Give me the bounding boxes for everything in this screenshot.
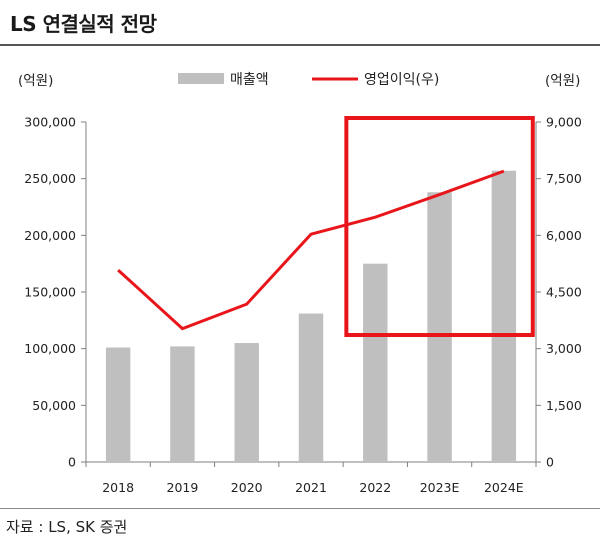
highlight-box — [344, 116, 535, 337]
legend: 매출액 영업이익(우) — [178, 72, 439, 88]
x-tick-label: 2019 — [167, 480, 199, 495]
right-tick-label: 6,000 — [546, 228, 582, 243]
footer-divider — [0, 508, 600, 509]
left-tick-label: 250,000 — [24, 171, 76, 186]
chart-title: LS 연결실적 전망 — [10, 12, 157, 36]
source-note: 자료 : LS, SK 증권 — [6, 518, 128, 536]
right-tick-label: 1,500 — [546, 398, 582, 413]
bar-revenue-2023E — [427, 192, 452, 462]
bar-revenue-2019 — [170, 346, 195, 462]
left-tick-label: 0 — [68, 455, 76, 470]
x-tick-label: 2021 — [295, 480, 327, 495]
right-tick-label: 9,000 — [546, 115, 582, 130]
title-divider — [0, 44, 600, 46]
x-tick-label: 2022 — [359, 480, 391, 495]
right-axis-unit: (억원) — [545, 73, 580, 89]
legend-swatch-bar — [178, 73, 224, 84]
bar-revenue-2022 — [363, 263, 388, 462]
x-tick-label: 2020 — [231, 480, 263, 495]
left-tick-label: 200,000 — [24, 228, 76, 243]
x-tick-label: 2018 — [102, 480, 134, 495]
legend-label-bar: 매출액 — [230, 72, 269, 88]
right-tick-label: 3,000 — [546, 341, 582, 356]
right-tick-label: 0 — [546, 455, 554, 470]
bar-revenue-2021 — [298, 313, 324, 462]
left-axis-unit: (억원) — [18, 73, 53, 89]
combo-chart: (억원) (억원) 매출액 영업이익(우) 300,000 9,000 250,00… — [18, 72, 582, 495]
right-tick-label: 7,500 — [546, 171, 582, 186]
left-tick-label: 150,000 — [24, 285, 76, 300]
bar-revenue-2018 — [105, 347, 131, 462]
bar-revenue-2024E — [491, 170, 517, 462]
left-tick-label: 100,000 — [24, 341, 76, 356]
bar-revenue-2020 — [234, 343, 259, 462]
x-tick-label: 2023E — [420, 480, 460, 495]
x-tick-label: 2024E — [484, 480, 524, 495]
legend-label-line: 영업이익(우) — [364, 72, 439, 88]
left-tick-label: 300,000 — [24, 115, 76, 130]
right-tick-label: 4,500 — [546, 285, 582, 300]
left-tick-label: 50,000 — [32, 398, 76, 413]
